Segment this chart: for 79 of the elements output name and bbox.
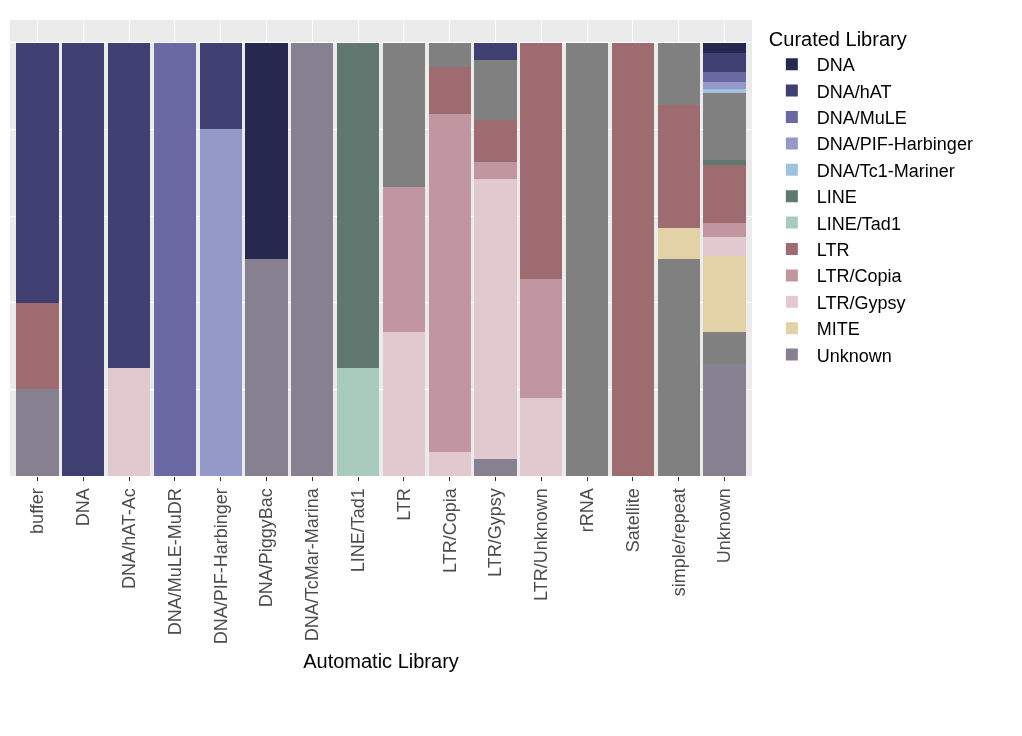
legend-label: DNA [816,55,855,76]
bar [428,452,471,476]
legend-label: LTR/Copia [816,266,903,287]
bar [16,302,59,390]
x-axis-title: Automatic Library [303,649,459,672]
bar [611,42,654,476]
bar [382,331,425,476]
bar [245,42,288,260]
x-tick-label: rRNA [576,488,597,533]
bar [703,160,746,166]
x-tick-label: DNA/hAT-Ac [118,488,139,589]
legend-label: LTR/Gypsy [816,292,906,313]
bar [474,459,517,476]
x-tick-label: LTR [393,488,414,521]
bar [199,42,242,130]
bar [703,222,746,238]
x-tick-label: LINE/Tad1 [347,488,368,573]
bar [657,259,700,476]
bar [16,42,59,303]
bar [474,42,517,60]
x-tick-label: LTR/Copia [439,487,460,573]
bar [703,72,746,83]
x-tick-label: DNA/MuLE-MuDR [164,488,185,636]
x-tick-label: Satellite [622,488,643,553]
bar [703,82,746,89]
bar [108,367,151,476]
x-tick-label: LTR/Unknown [531,488,552,601]
bar [703,364,746,476]
bar [474,59,517,121]
bar [703,42,746,54]
x-tick-label: buffer [27,488,48,534]
legend-label: DNA/PIF-Harbinger [816,134,973,155]
bar [16,389,59,476]
legend-label: Unknown [816,345,892,366]
bar [199,129,242,476]
bar [62,42,105,476]
legend-title: Curated Library [768,28,907,50]
bar [108,42,151,368]
bar [474,120,517,162]
bar [703,53,746,73]
bar [703,165,746,223]
x-tick-label: Unknown [714,488,735,564]
bar [245,259,288,476]
legend-label: LINE [816,187,857,208]
x-tick-label: DNA [73,488,94,527]
bar [428,42,471,67]
bar [520,42,563,279]
bar [520,397,563,476]
bar [474,178,517,460]
bar [382,42,425,188]
bar [382,187,425,332]
bar [703,88,746,93]
bar [474,161,517,179]
x-tick-label: LTR/Gypsy [485,488,506,577]
bar [291,42,334,476]
bar [703,256,746,333]
legend-label: DNA/hAT [816,81,892,102]
bar [657,227,700,260]
bar [703,92,746,161]
bar [566,42,609,476]
x-tick-label: DNA/PIF-Harbinger [210,488,231,645]
bar [657,104,700,228]
x-tick-label: simple/repeat [668,488,689,597]
bar [153,42,196,476]
legend-label: LTR [816,240,850,261]
bar [337,42,380,368]
bar [337,367,380,476]
x-tick-label: DNA/TcMar-Marina [302,487,323,642]
bar [703,237,746,257]
x-tick-label: DNA/PiggyBac [256,488,277,608]
bar [428,114,471,453]
legend-label: DNA/MuLE [816,108,907,129]
legend-label: DNA/Tc1-Mariner [816,160,955,181]
legend-label: LINE/Tad1 [816,213,901,234]
legend-label: MITE [816,319,860,340]
bar [657,42,700,105]
bar [520,278,563,398]
bar [428,66,471,115]
bar [703,332,746,365]
